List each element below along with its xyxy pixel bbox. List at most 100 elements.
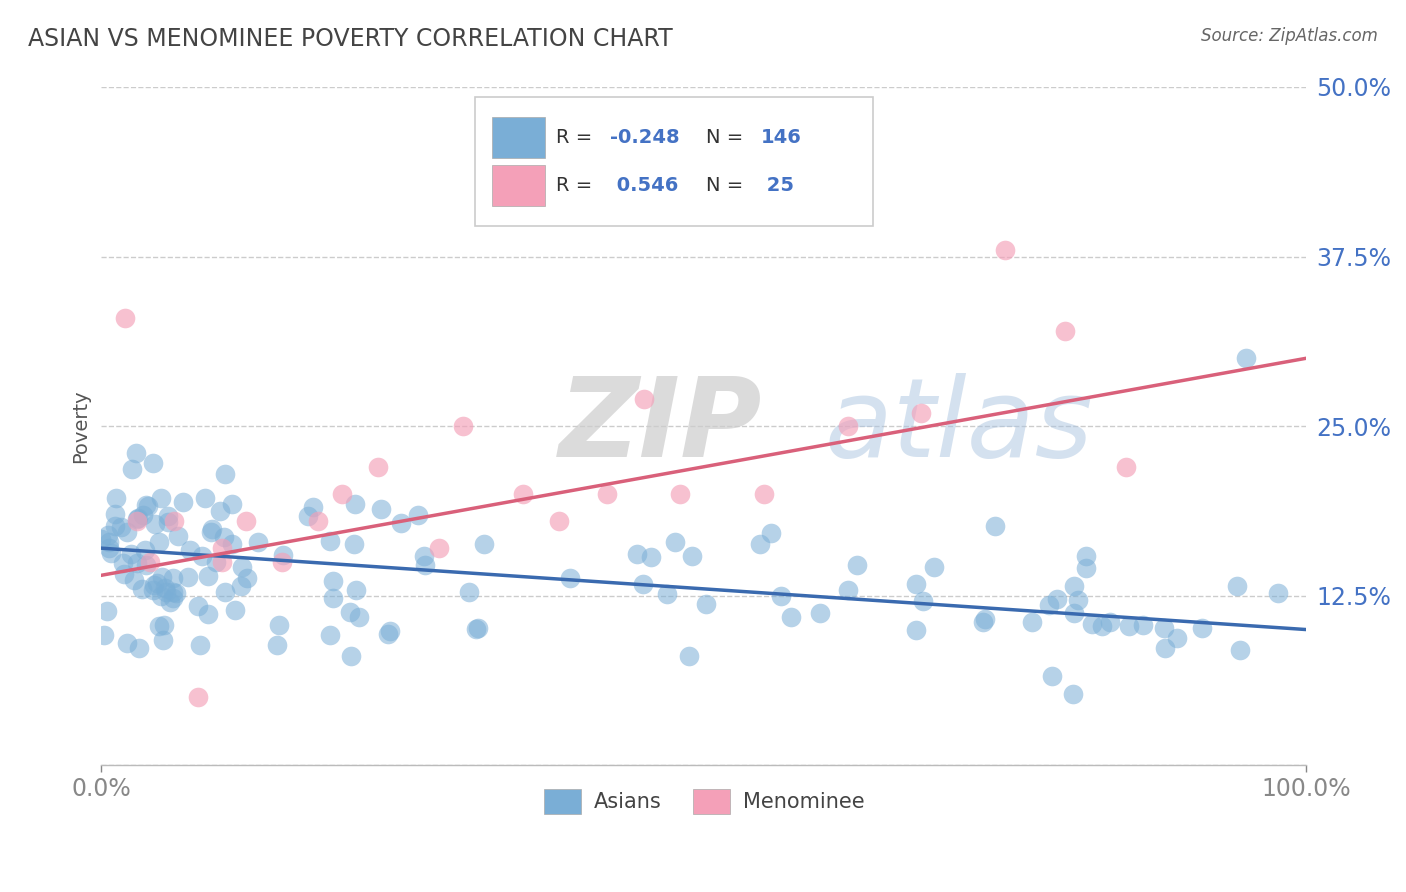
Point (179, 543, 201, 558)
Point (155, 584, 177, 599)
Point (235, 514, 257, 528)
Point (100, 546, 122, 560)
Point (115, 635, 138, 649)
Point (212, 530, 235, 544)
Point (224, 603, 246, 617)
Point (148, 619, 170, 633)
Point (96, 604, 118, 618)
Point (125, 445, 148, 459)
Point (143, 517, 166, 532)
Point (472, 537, 495, 551)
Point (142, 583, 165, 598)
Point (904, 624, 927, 638)
Point (664, 535, 686, 549)
Point (162, 591, 184, 605)
Point (114, 310, 136, 325)
Point (910, 405, 932, 419)
Point (344, 583, 367, 598)
Point (1042, 669, 1064, 683)
Point (1076, 561, 1098, 575)
Point (837, 583, 859, 598)
Point (266, 638, 288, 652)
Point (122, 573, 145, 587)
Point (752, 487, 775, 501)
Point (131, 582, 153, 597)
Text: N =: N = (706, 176, 756, 194)
Point (214, 584, 236, 599)
Point (761, 525, 783, 540)
Point (90, 532, 112, 546)
Y-axis label: Poverty: Poverty (72, 389, 90, 463)
Point (200, 525, 222, 540)
Point (97, 528, 120, 542)
Point (322, 591, 344, 605)
Point (808, 606, 831, 620)
Point (197, 607, 219, 622)
Point (221, 497, 243, 511)
Point (165, 586, 187, 600)
Point (560, 571, 582, 585)
Point (121, 462, 143, 476)
Point (1076, 549, 1098, 563)
Text: Source: ZipAtlas.com: Source: ZipAtlas.com (1201, 27, 1378, 45)
Point (125, 512, 148, 526)
Point (905, 577, 928, 591)
Point (97, 535, 120, 549)
Point (157, 508, 180, 523)
Point (1267, 585, 1289, 599)
Point (668, 487, 690, 501)
Point (319, 534, 342, 549)
Point (211, 555, 233, 569)
Point (187, 690, 209, 705)
Point (187, 599, 209, 613)
Point (779, 610, 801, 624)
Point (1226, 579, 1249, 593)
Point (205, 555, 228, 569)
Point (112, 556, 135, 570)
Point (209, 504, 232, 518)
Point (146, 575, 169, 590)
Point (236, 571, 259, 585)
Text: R =: R = (555, 176, 605, 194)
Point (512, 487, 534, 501)
Point (1091, 619, 1114, 633)
FancyBboxPatch shape (492, 117, 544, 159)
Point (596, 487, 619, 501)
Point (134, 543, 156, 558)
Point (458, 584, 481, 599)
Text: R =: R = (555, 128, 598, 147)
Point (367, 459, 389, 474)
Point (1132, 617, 1154, 632)
Point (322, 574, 344, 588)
Point (427, 541, 450, 556)
Text: 0.546: 0.546 (610, 176, 678, 194)
Point (142, 456, 165, 470)
Point (922, 560, 945, 574)
Point (1153, 621, 1175, 635)
Point (377, 627, 399, 641)
Point (267, 618, 290, 632)
Point (201, 522, 224, 536)
Point (911, 594, 934, 608)
FancyBboxPatch shape (492, 165, 544, 206)
Point (188, 638, 211, 652)
Point (104, 491, 127, 505)
Point (247, 534, 270, 549)
Point (837, 419, 859, 434)
Point (846, 558, 869, 573)
Point (221, 537, 243, 551)
Text: atlas: atlas (824, 373, 1092, 480)
Point (271, 548, 294, 562)
Point (153, 618, 176, 632)
Point (389, 516, 412, 530)
Point (214, 467, 236, 481)
Point (1046, 592, 1069, 607)
Point (127, 510, 149, 524)
Point (1115, 459, 1137, 474)
Point (415, 558, 437, 573)
Point (104, 508, 127, 522)
Point (655, 587, 678, 601)
Point (464, 622, 486, 636)
Point (626, 547, 648, 561)
Point (138, 555, 160, 569)
